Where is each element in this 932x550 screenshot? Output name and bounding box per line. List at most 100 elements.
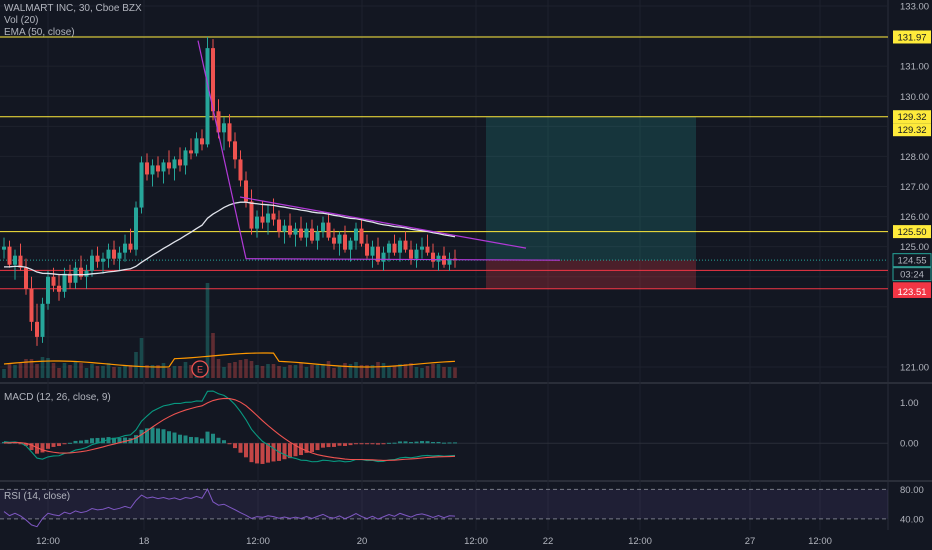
loss-zone: [486, 260, 696, 290]
volume-bar: [24, 359, 28, 378]
macd-histogram-bar: [431, 442, 435, 444]
volume-series: E: [2, 283, 457, 378]
time-tick-label: 18: [139, 536, 150, 547]
volume-bar: [304, 367, 309, 378]
candle-body: [40, 303, 45, 337]
volume-bar: [233, 362, 237, 378]
macd-histogram-bar: [442, 442, 446, 444]
volume-bar: [68, 365, 72, 378]
candle-body: [84, 270, 89, 277]
volume-bar: [266, 364, 270, 378]
volume-bar: [161, 363, 166, 378]
volume-bar: [348, 364, 353, 378]
last-price-badge: 124.55: [897, 256, 926, 267]
volume-bar: [392, 366, 397, 378]
candle-body: [249, 201, 254, 229]
low-badge-bg: [893, 284, 931, 298]
macd-histogram-bar: [321, 443, 325, 448]
candle-body: [299, 228, 303, 238]
candle-body: [348, 240, 353, 250]
legend-symbol[interactable]: WALMART INC, 30, Cboe BZX: [4, 3, 142, 14]
price-tick-label: 127.00: [900, 182, 929, 193]
volume-bar: [7, 363, 12, 378]
macd-histogram-bar: [79, 440, 83, 444]
volume-bar: [178, 366, 182, 378]
macd-histogram-bar: [24, 443, 28, 446]
candle-body: [200, 138, 204, 145]
legend-ema[interactable]: EMA (50, close): [4, 27, 75, 38]
candle-body: [189, 150, 193, 154]
position-tool[interactable]: [486, 116, 696, 290]
candle-body: [117, 252, 122, 259]
macd-histogram-bar: [51, 443, 56, 447]
macd-histogram-bar: [436, 441, 441, 444]
time-tick-label: 12:00: [246, 536, 270, 547]
volume-bar: [205, 283, 210, 378]
candle-body: [238, 159, 243, 181]
price-badges: 131.97129.32125.50124.21123.60129.32124.…: [892, 30, 932, 298]
legend-rsi[interactable]: RSI (14, close): [4, 491, 71, 502]
time-tick-label: 22: [543, 536, 554, 547]
volume-bar: [79, 363, 83, 378]
macd-histogram-bar: [46, 443, 50, 449]
volume-bar: [73, 362, 78, 378]
earnings-marker-label: E: [197, 365, 203, 375]
volume-bar: [62, 363, 67, 378]
macd-histogram-bar: [414, 441, 419, 444]
volume-bar: [139, 338, 144, 378]
macd-histogram-bar: [282, 443, 287, 460]
volume-bar: [150, 365, 155, 378]
price-tick-label: 131.00: [900, 62, 929, 73]
volume-bar: [90, 364, 94, 378]
candle-body: [414, 249, 419, 259]
price-tick-label: 125.00: [900, 242, 929, 253]
macd-histogram-bar: [266, 443, 270, 463]
time-tick-label: 12:00: [36, 536, 60, 547]
price-tick-label: 128.00: [900, 152, 929, 163]
volume-bar: [403, 364, 408, 378]
macd-histogram-bar: [128, 438, 133, 444]
macd-histogram-bar: [370, 443, 375, 445]
macd-histogram-bar: [189, 436, 193, 444]
volume-bar: [106, 363, 111, 378]
candle-body: [425, 246, 430, 253]
candle-body: [282, 225, 287, 232]
macd-tick-label: 0.00: [900, 439, 919, 450]
volume-bar: [293, 365, 298, 378]
macd-histogram-bar: [348, 443, 353, 446]
volume-bar: [420, 368, 424, 378]
volume-bar: [244, 359, 248, 378]
volume-bar: [414, 367, 419, 378]
candle-body: [288, 225, 292, 235]
volume-bar: [29, 359, 34, 378]
volume-bar: [310, 365, 314, 378]
macd-histogram-bar: [216, 437, 221, 444]
time-axis: 12:00 18 12:00 20 12:00 22 12:00 27 12:00: [36, 536, 832, 547]
low-badge: 123.51: [897, 287, 926, 298]
volume-bar: [321, 364, 325, 378]
candle-body: [310, 228, 314, 241]
macd-histogram-bar: [167, 431, 171, 444]
volume-bar: [359, 365, 364, 378]
legend-volume[interactable]: Vol (20): [4, 15, 39, 26]
volume-bar: [112, 367, 116, 378]
volume-bar: [436, 364, 441, 378]
candlestick-series: [2, 36, 457, 346]
triangle-drawing[interactable]: [197, 40, 561, 261]
candle-body: [51, 276, 56, 286]
macd-histogram-bar: [409, 442, 413, 444]
macd-histogram-bar: [112, 437, 116, 444]
macd-histogram-bar: [293, 443, 298, 457]
volume-bar: [442, 367, 446, 378]
macd-histogram-bar: [139, 429, 144, 444]
last-price-badge-bg: [892, 253, 932, 268]
candle-body: [447, 258, 452, 265]
volume-bar: [216, 359, 221, 378]
volume-bar: [117, 367, 122, 378]
legend-macd[interactable]: MACD (12, 26, close, 9): [4, 392, 111, 403]
macd-histogram-bar: [35, 443, 39, 454]
macd-histogram-bar: [326, 443, 331, 448]
volume-bar: [2, 369, 6, 378]
volume-bar: [18, 363, 23, 378]
macd-histogram-bar: [40, 443, 45, 453]
